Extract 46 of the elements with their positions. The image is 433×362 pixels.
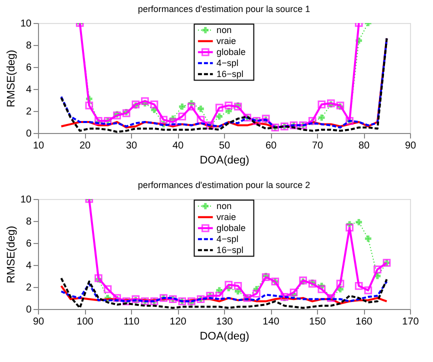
- y-tick-label: 6: [26, 62, 32, 74]
- legend-label: globale: [216, 47, 246, 58]
- y-axis-title: RMSE(deg): [5, 50, 18, 108]
- x-tick-label: 60: [265, 140, 277, 152]
- x-axis-title: DOA(deg): [200, 154, 250, 166]
- legend-label: vraie: [216, 36, 236, 46]
- x-tick-label: 110: [124, 316, 140, 328]
- x-tick-label: 170: [402, 316, 420, 328]
- chart-title: performances d'estimation pour la source 1: [138, 4, 310, 14]
- legend-label: 4−spl: [216, 234, 238, 244]
- x-axis-title: DOA(deg): [200, 330, 250, 342]
- x-tick-label: 160: [356, 316, 373, 328]
- x-tick-label: 90: [32, 316, 44, 328]
- y-tick-label: 0: [26, 304, 32, 316]
- x-tick-label: 150: [309, 316, 326, 328]
- y-tick-label: 4: [26, 84, 32, 96]
- x-tick-label: 40: [172, 140, 184, 152]
- x-tick-label: 90: [404, 140, 416, 152]
- x-tick-label: 100: [76, 316, 94, 328]
- legend-label: non: [216, 201, 232, 212]
- y-tick-label: 10: [20, 194, 32, 206]
- y-tick-label: 4: [26, 260, 32, 272]
- x-tick-label: 10: [32, 140, 44, 152]
- y-tick-label: 2: [26, 106, 32, 118]
- y-tick-label: 8: [26, 40, 32, 52]
- legend-label: non: [216, 25, 232, 36]
- chart-title: performances d'estimation pour la source 2: [138, 180, 310, 190]
- y-tick-label: 8: [26, 216, 32, 228]
- x-tick-label: 120: [170, 316, 187, 328]
- x-tick-label: 140: [262, 316, 280, 328]
- y-axis-title: RMSE(deg): [5, 226, 18, 284]
- legend-label: 16−spl: [216, 245, 244, 256]
- legend-label: 4−spl: [216, 58, 238, 68]
- y-tick-label: 2: [26, 282, 32, 294]
- x-tick-label: 50: [218, 140, 230, 152]
- x-tick-label: 80: [358, 140, 370, 152]
- x-tick-label: 130: [216, 316, 234, 328]
- x-tick-label: 30: [126, 140, 138, 152]
- y-tick-label: 0: [26, 128, 32, 140]
- x-tick-label: 70: [312, 140, 324, 152]
- y-tick-label: 10: [20, 18, 32, 30]
- legend-label: vraie: [216, 212, 236, 222]
- x-tick-label: 20: [79, 140, 91, 152]
- legend-label: globale: [216, 223, 246, 234]
- y-tick-label: 6: [26, 238, 32, 250]
- legend-label: 16−spl: [216, 69, 244, 80]
